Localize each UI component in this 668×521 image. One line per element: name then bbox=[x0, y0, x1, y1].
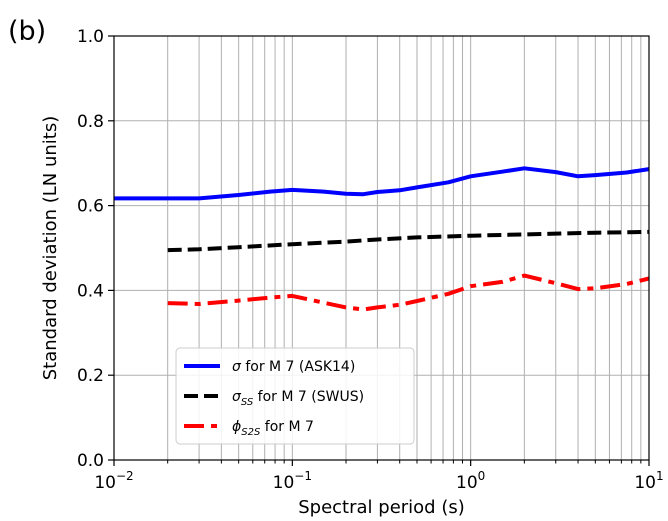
plot-frame bbox=[113, 35, 650, 461]
y-tick-label: 0.0 bbox=[77, 451, 104, 471]
legend-label-sigma_ss: σSS for M 7 (SWUS) bbox=[232, 389, 364, 408]
y-tick-label: 1.0 bbox=[77, 27, 104, 47]
y-tick-label: 0.4 bbox=[77, 281, 104, 301]
panel-label: (b) bbox=[8, 16, 46, 47]
y-tick-label: 0.6 bbox=[77, 197, 104, 217]
series-line-phi_s2s bbox=[167, 273, 650, 312]
legend-label-phi_s2s: ϕS2S for M 7 bbox=[232, 419, 314, 438]
legend-label-sigma: σ for M 7 (ASK14) bbox=[232, 359, 355, 375]
y-tick-label: 0.2 bbox=[77, 366, 104, 386]
x-axis-label: Spectral period (s) bbox=[298, 497, 465, 518]
legend-box bbox=[175, 347, 415, 445]
y-axis-label: Standard deviation (LN units) bbox=[40, 116, 61, 381]
series-layer bbox=[114, 166, 650, 312]
x-tick-label: 100 bbox=[456, 469, 485, 493]
y-tick-label: 0.8 bbox=[77, 112, 104, 132]
legend: σ for M 7 (ASK14) σSS for M 7 (SWUS) ϕS2S … bbox=[175, 347, 415, 445]
x-tick-label: 10−2 bbox=[94, 469, 133, 493]
x-tick-label: 101 bbox=[634, 469, 663, 493]
ticks: 10−2 10−1 100 101 0.0 0.2 0.4 0.6 0.8 1.0 bbox=[77, 27, 664, 493]
series-line-sigma bbox=[114, 166, 650, 201]
x-tick-label: 10−1 bbox=[273, 469, 312, 493]
series-line-sigma_ss bbox=[167, 229, 650, 253]
